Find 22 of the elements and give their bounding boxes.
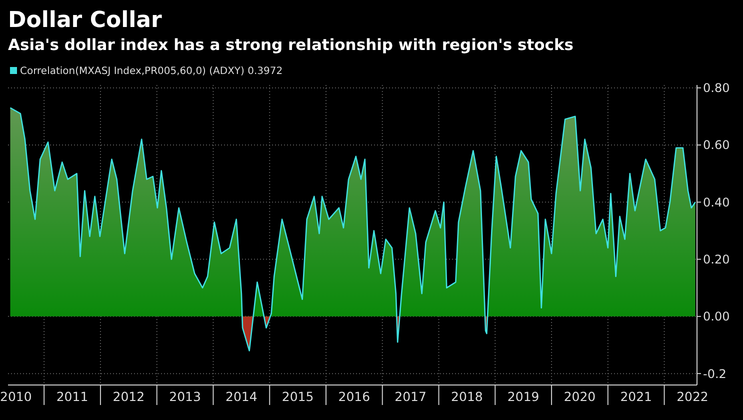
- y-tick-label: 0.60: [703, 138, 730, 152]
- y-tick-label: 0.80: [703, 81, 730, 96]
- legend-label: Correlation(MXASJ Index,PR005,60,0) (ADXY) 0.3972: [20, 66, 283, 77]
- y-tick-label: 0.40: [703, 195, 730, 210]
- x-tick-label: 2013: [169, 389, 201, 404]
- x-tick-label: 2015: [282, 389, 314, 404]
- x-tick-label: 2017: [394, 389, 426, 404]
- y-tick-label: 0.00: [703, 310, 730, 324]
- x-tick-label: 2014: [226, 389, 258, 404]
- x-tick-label: 2019: [507, 389, 540, 404]
- x-tick-label: 2012: [112, 389, 145, 404]
- y-tick-label: -0.2: [703, 366, 726, 381]
- chart-subtitle: Asia's dollar index has a strong relationship with region's stocks: [8, 36, 574, 54]
- y-tick-label: 0.20: [703, 252, 730, 266]
- x-tick-label: 2020: [564, 389, 596, 404]
- chart-title: Dollar Collar: [8, 8, 162, 33]
- x-tick-label: 2016: [338, 389, 370, 404]
- x-tick-label: 2018: [451, 389, 483, 404]
- x-tick-label: 2011: [56, 389, 88, 404]
- x-tick-label: 2010: [0, 389, 32, 404]
- x-tick-label: 2022: [676, 389, 708, 404]
- x-tick-label: 2021: [620, 389, 652, 404]
